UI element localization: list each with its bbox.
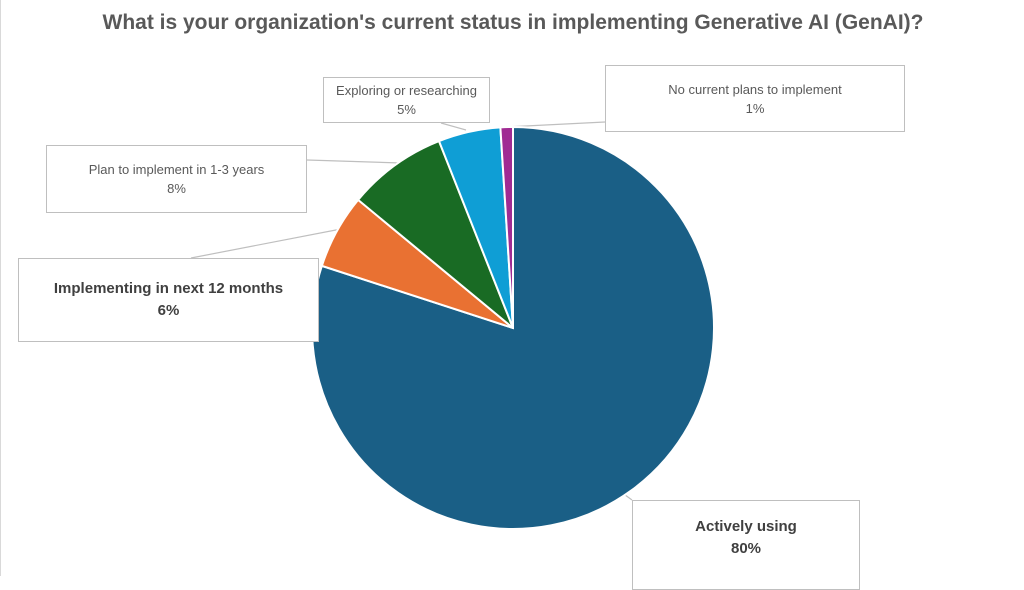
label-value: 6% — [157, 300, 180, 322]
label-value: 5% — [397, 102, 416, 117]
pie-svg — [190, 121, 715, 530]
data-label-actively-using: Actively using 80% — [632, 500, 860, 590]
label-value: 1% — [745, 100, 765, 116]
data-label-exploring: Exploring or researching 5% — [323, 77, 490, 123]
label-value: 8% — [167, 181, 186, 196]
data-label-plan: Plan to implement in 1-3 years 8% — [46, 145, 307, 213]
leader-line — [190, 228, 342, 259]
label-value: 80% — [730, 538, 762, 560]
chart-title: What is your organization's current stat… — [102, 11, 924, 34]
data-label-implementing: Implementing in next 12 months 6% — [18, 258, 319, 342]
leader-line — [440, 122, 467, 131]
label-name: No current plans to implement — [668, 81, 842, 97]
pie-slice-no-current-plans-to-implement — [499, 125, 514, 329]
data-label-no-plans: No current plans to implement 1% — [605, 65, 905, 132]
pie-slice-plan-to-implement-in-1-3-years — [356, 139, 514, 329]
label-name: Exploring or researching — [336, 83, 477, 98]
label-name: Implementing in next 12 months — [53, 278, 284, 300]
leader-line — [505, 121, 606, 128]
label-name: Plan to implement in 1-3 years — [88, 162, 265, 177]
leader-line — [306, 159, 402, 164]
pie-chart: What is your organization's current stat… — [0, 0, 924, 590]
label-name: Actively using — [695, 516, 797, 538]
